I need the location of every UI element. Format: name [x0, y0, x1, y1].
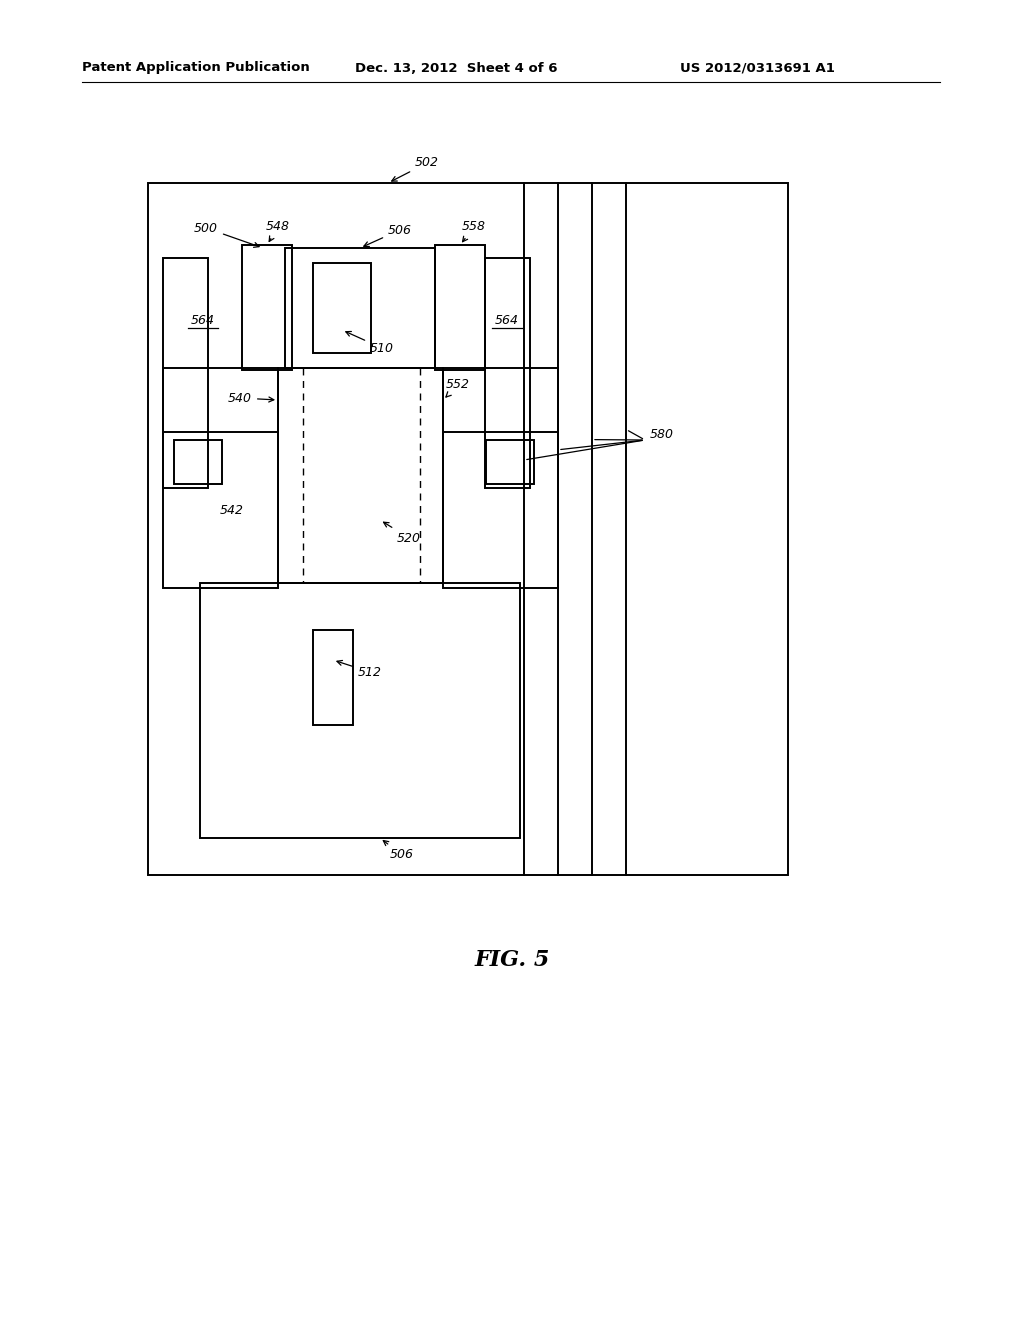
Bar [486, 440, 534, 484]
Bar [443, 368, 558, 587]
Bar [485, 257, 530, 488]
Bar [435, 246, 485, 370]
Bar [313, 630, 353, 725]
Text: FIG. 5: FIG. 5 [474, 949, 550, 972]
Text: Patent Application Publication: Patent Application Publication [82, 62, 309, 74]
Text: Dec. 13, 2012  Sheet 4 of 6: Dec. 13, 2012 Sheet 4 of 6 [355, 62, 557, 74]
Text: US 2012/0313691 A1: US 2012/0313691 A1 [680, 62, 835, 74]
Text: 558: 558 [462, 220, 486, 242]
Text: 512: 512 [337, 660, 382, 678]
Text: 500: 500 [194, 222, 259, 247]
Text: 580: 580 [650, 429, 674, 441]
Bar [285, 248, 435, 368]
Bar [242, 246, 292, 370]
Text: 564: 564 [191, 314, 215, 326]
Text: 506: 506 [364, 223, 412, 247]
Text: 506: 506 [383, 841, 414, 862]
Bar [174, 440, 222, 484]
Text: 548: 548 [266, 220, 290, 242]
Text: 542: 542 [220, 503, 244, 516]
Text: 540: 540 [228, 392, 273, 404]
Text: 502: 502 [392, 157, 439, 181]
Text: 520: 520 [384, 523, 421, 544]
Text: 510: 510 [346, 331, 394, 355]
Text: 564: 564 [495, 314, 519, 326]
Bar [163, 257, 208, 488]
Bar [200, 583, 520, 838]
Bar [163, 368, 278, 587]
Bar [148, 183, 788, 875]
Text: 552: 552 [445, 379, 470, 397]
Bar [313, 263, 371, 352]
